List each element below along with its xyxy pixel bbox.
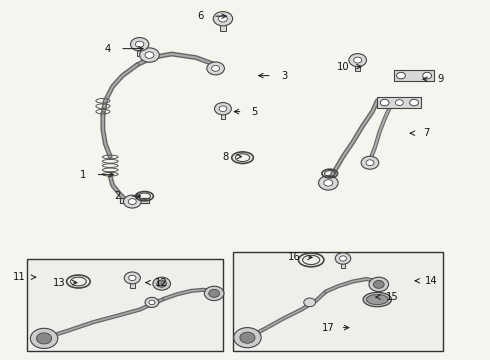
- Circle shape: [30, 328, 58, 348]
- Circle shape: [128, 275, 136, 281]
- Circle shape: [366, 160, 374, 166]
- Circle shape: [149, 300, 155, 305]
- Circle shape: [135, 41, 144, 47]
- Text: 17: 17: [322, 323, 335, 333]
- Polygon shape: [120, 198, 149, 203]
- Circle shape: [373, 280, 384, 288]
- Text: 14: 14: [425, 276, 438, 286]
- Text: 2: 2: [114, 191, 121, 201]
- Circle shape: [395, 100, 403, 105]
- Circle shape: [207, 62, 224, 75]
- Circle shape: [153, 277, 171, 290]
- Circle shape: [369, 277, 389, 292]
- Text: 1: 1: [80, 170, 87, 180]
- Circle shape: [318, 176, 338, 190]
- Circle shape: [349, 54, 367, 67]
- Circle shape: [145, 297, 159, 307]
- Circle shape: [204, 286, 224, 301]
- Text: 16: 16: [288, 252, 300, 262]
- Circle shape: [219, 15, 227, 22]
- Bar: [233, 252, 443, 351]
- Circle shape: [213, 12, 233, 26]
- Circle shape: [380, 99, 389, 106]
- Text: 10: 10: [337, 62, 349, 72]
- Circle shape: [130, 37, 149, 51]
- Text: 15: 15: [386, 292, 398, 302]
- Circle shape: [324, 180, 333, 186]
- Text: 11: 11: [13, 272, 26, 282]
- Circle shape: [335, 253, 351, 264]
- Bar: [394, 70, 434, 81]
- Polygon shape: [355, 60, 360, 71]
- Polygon shape: [220, 19, 225, 31]
- Text: 7: 7: [423, 128, 430, 138]
- Circle shape: [128, 199, 136, 204]
- Circle shape: [340, 256, 346, 261]
- Polygon shape: [137, 44, 142, 56]
- Ellipse shape: [367, 294, 388, 305]
- Circle shape: [215, 103, 231, 115]
- Circle shape: [423, 72, 432, 79]
- Circle shape: [410, 99, 418, 106]
- Bar: [27, 259, 223, 351]
- Circle shape: [140, 48, 159, 62]
- Circle shape: [240, 332, 255, 343]
- Ellipse shape: [363, 292, 392, 307]
- Circle shape: [212, 66, 220, 71]
- Circle shape: [145, 52, 154, 58]
- Circle shape: [219, 106, 227, 112]
- Text: 6: 6: [197, 11, 204, 21]
- Circle shape: [396, 72, 405, 79]
- Circle shape: [124, 272, 140, 284]
- Polygon shape: [220, 109, 225, 120]
- Circle shape: [234, 328, 261, 348]
- Bar: [377, 97, 421, 108]
- Text: 4: 4: [105, 44, 111, 54]
- Circle shape: [361, 156, 379, 169]
- Text: 5: 5: [251, 107, 258, 117]
- Circle shape: [354, 57, 362, 63]
- Circle shape: [37, 333, 51, 344]
- Text: 8: 8: [222, 152, 228, 162]
- Circle shape: [304, 298, 316, 307]
- Circle shape: [157, 280, 167, 287]
- Text: 13: 13: [52, 278, 65, 288]
- Text: 9: 9: [438, 74, 444, 84]
- Text: 3: 3: [281, 71, 287, 81]
- Polygon shape: [130, 278, 134, 288]
- Polygon shape: [341, 258, 345, 268]
- Text: 12: 12: [155, 278, 168, 288]
- Circle shape: [123, 195, 141, 208]
- Circle shape: [209, 289, 220, 297]
